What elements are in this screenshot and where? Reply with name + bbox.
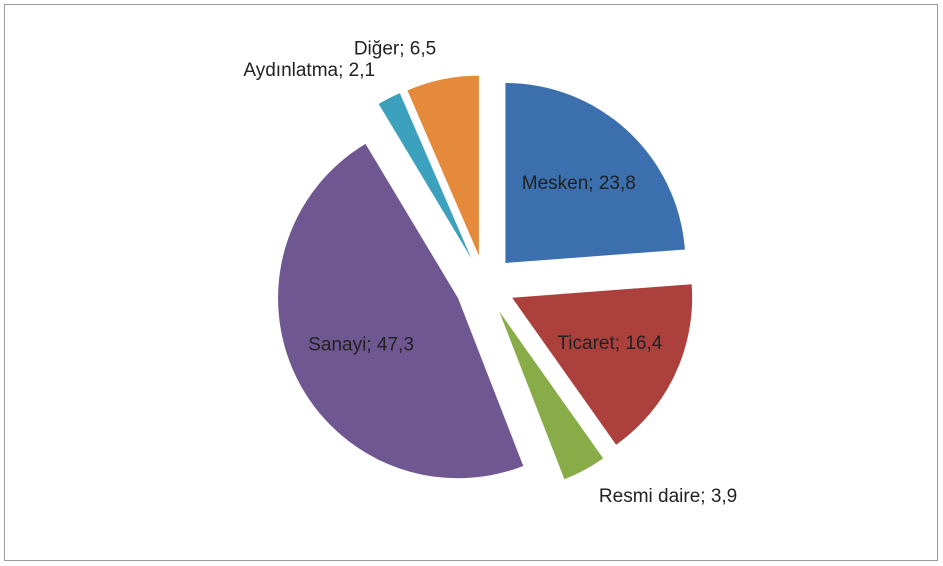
pie-slice (378, 93, 472, 259)
data-label: Resmi daire; 3,9 (599, 486, 737, 507)
pie-slice (499, 311, 604, 480)
pie-slice (505, 83, 685, 264)
data-label: Aydınlatma; 2,1 (243, 60, 375, 81)
pie-slice (512, 284, 693, 445)
data-label: Ticaret; 16,4 (557, 333, 662, 354)
pie-slice (278, 143, 524, 479)
data-label: Diğer; 6,5 (354, 38, 436, 59)
data-label: Mesken; 23,8 (522, 173, 636, 194)
data-label: Sanayi; 47,3 (308, 335, 414, 356)
pie-slice (407, 75, 479, 256)
